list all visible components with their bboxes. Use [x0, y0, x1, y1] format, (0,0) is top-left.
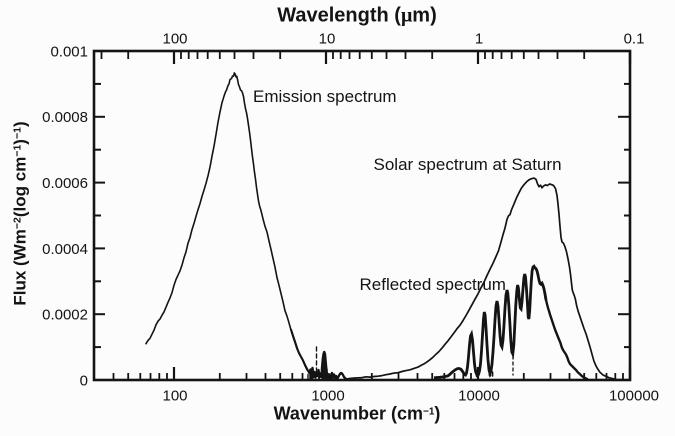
svg-text:Reflected spectrum: Reflected spectrum: [360, 275, 506, 294]
svg-text:Solar spectrum at Saturn: Solar spectrum at Saturn: [374, 155, 562, 174]
svg-text:0.0008: 0.0008: [42, 109, 88, 126]
svg-text:0: 0: [80, 373, 88, 390]
svg-text:Wavelength (μm): Wavelength (μm): [277, 5, 437, 27]
svg-text:0.0006: 0.0006: [42, 175, 88, 192]
svg-text:0.1: 0.1: [624, 31, 645, 48]
svg-text:0.0002: 0.0002: [42, 307, 88, 324]
svg-text:Flux (Wm−2(log cm−1)−1): Flux (Wm−2(log cm−1)−1): [11, 121, 30, 305]
svg-text:10000: 10000: [458, 388, 500, 405]
svg-text:100: 100: [162, 31, 187, 48]
svg-text:Wavenumber (cm−1): Wavenumber (cm−1): [274, 404, 441, 424]
svg-text:100000: 100000: [609, 388, 659, 405]
svg-text:Emission spectrum: Emission spectrum: [253, 87, 397, 106]
svg-text:0.001: 0.001: [50, 44, 88, 61]
svg-text:10: 10: [319, 31, 336, 48]
svg-text:1000: 1000: [311, 388, 344, 405]
svg-text:1: 1: [475, 31, 483, 48]
svg-text:100: 100: [162, 388, 187, 405]
svg-text:0.0004: 0.0004: [42, 241, 88, 258]
